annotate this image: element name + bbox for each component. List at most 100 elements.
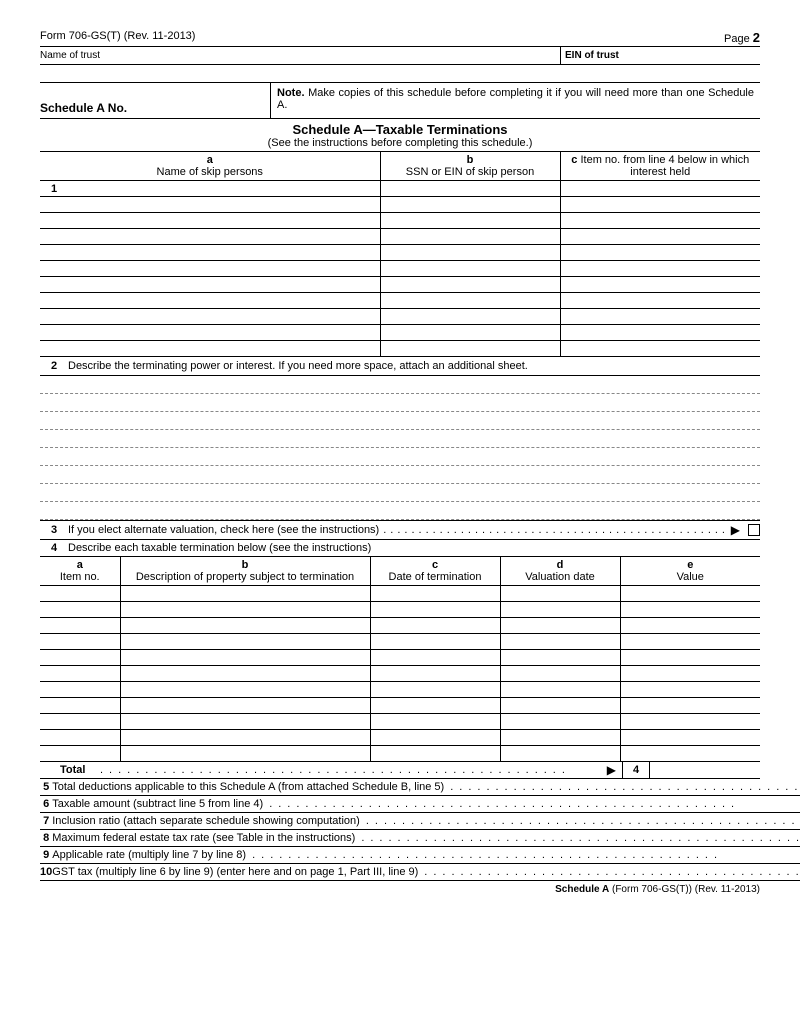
cell[interactable] <box>120 618 370 634</box>
cell[interactable] <box>560 341 760 357</box>
dashed-line[interactable] <box>40 412 760 430</box>
cell[interactable] <box>380 181 560 197</box>
cell[interactable] <box>380 197 560 213</box>
table-4-row[interactable] <box>40 634 760 650</box>
cell[interactable] <box>500 714 620 730</box>
table-4-row[interactable] <box>40 618 760 634</box>
cell[interactable] <box>40 666 120 682</box>
table-4-row[interactable] <box>40 746 760 762</box>
cell[interactable] <box>40 245 380 261</box>
cell[interactable] <box>620 698 760 714</box>
cell[interactable] <box>40 213 380 229</box>
cell[interactable] <box>380 261 560 277</box>
cell[interactable] <box>380 213 560 229</box>
cell[interactable] <box>40 730 120 746</box>
cell[interactable] <box>560 245 760 261</box>
cell[interactable] <box>380 245 560 261</box>
cell[interactable] <box>380 309 560 325</box>
cell[interactable] <box>370 698 500 714</box>
dashed-line[interactable] <box>40 502 760 520</box>
table-4-row[interactable] <box>40 730 760 746</box>
cell[interactable] <box>560 293 760 309</box>
cell[interactable] <box>620 634 760 650</box>
dashed-line[interactable] <box>40 430 760 448</box>
cell[interactable] <box>560 213 760 229</box>
cell[interactable] <box>500 650 620 666</box>
cell[interactable] <box>500 730 620 746</box>
cell[interactable] <box>500 746 620 762</box>
table-4-row[interactable] <box>40 650 760 666</box>
cell[interactable] <box>370 730 500 746</box>
cell[interactable] <box>40 197 380 213</box>
cell[interactable] <box>40 714 120 730</box>
cell[interactable] <box>120 602 370 618</box>
table-1-row[interactable] <box>40 229 760 245</box>
cell[interactable] <box>560 277 760 293</box>
cell[interactable] <box>560 309 760 325</box>
cell[interactable] <box>40 682 120 698</box>
cell[interactable] <box>370 586 500 602</box>
dashed-line[interactable] <box>40 448 760 466</box>
cell[interactable] <box>560 181 760 197</box>
cell[interactable] <box>370 746 500 762</box>
cell[interactable] <box>560 197 760 213</box>
table-1-row[interactable] <box>40 277 760 293</box>
cell[interactable] <box>120 682 370 698</box>
cell[interactable] <box>40 602 120 618</box>
cell[interactable] <box>370 634 500 650</box>
dashed-line[interactable] <box>40 394 760 412</box>
table-4-row[interactable] <box>40 586 760 602</box>
cell[interactable] <box>620 682 760 698</box>
table-1-row[interactable] <box>40 341 760 357</box>
cell[interactable] <box>40 277 380 293</box>
cell[interactable] <box>500 682 620 698</box>
cell[interactable] <box>380 229 560 245</box>
table-4-row[interactable] <box>40 602 760 618</box>
table-4-row[interactable] <box>40 714 760 730</box>
cell[interactable] <box>40 586 120 602</box>
cell[interactable] <box>380 325 560 341</box>
line-3-checkbox[interactable] <box>748 524 760 536</box>
cell[interactable] <box>500 634 620 650</box>
table-1-row[interactable] <box>40 293 760 309</box>
dashed-line[interactable] <box>40 484 760 502</box>
cell[interactable] <box>120 586 370 602</box>
cell[interactable] <box>40 341 380 357</box>
cell[interactable] <box>620 650 760 666</box>
cell[interactable] <box>620 730 760 746</box>
cell[interactable] <box>68 181 380 197</box>
line-2-writing-area[interactable] <box>40 376 760 520</box>
cell[interactable] <box>560 229 760 245</box>
cell[interactable] <box>40 229 380 245</box>
cell[interactable] <box>500 666 620 682</box>
table-1-row[interactable] <box>40 309 760 325</box>
cell[interactable] <box>500 586 620 602</box>
table-1-row[interactable] <box>40 325 760 341</box>
dashed-line[interactable] <box>40 376 760 394</box>
cell[interactable] <box>120 730 370 746</box>
cell[interactable] <box>560 261 760 277</box>
table-1-row[interactable] <box>40 261 760 277</box>
table-1-row[interactable]: 1 <box>40 181 760 197</box>
cell[interactable] <box>370 666 500 682</box>
table-4-row[interactable] <box>40 698 760 714</box>
cell[interactable] <box>380 277 560 293</box>
cell[interactable] <box>500 698 620 714</box>
cell[interactable] <box>40 325 380 341</box>
cell[interactable] <box>40 293 380 309</box>
cell[interactable] <box>40 746 120 762</box>
cell[interactable] <box>370 714 500 730</box>
cell[interactable] <box>370 618 500 634</box>
cell[interactable] <box>370 602 500 618</box>
cell[interactable] <box>620 714 760 730</box>
cell[interactable] <box>40 650 120 666</box>
table-1-row[interactable] <box>40 245 760 261</box>
identity-input-row[interactable] <box>40 65 760 83</box>
cell[interactable] <box>620 602 760 618</box>
cell[interactable] <box>380 341 560 357</box>
dashed-line[interactable] <box>40 466 760 484</box>
cell[interactable] <box>620 746 760 762</box>
cell[interactable] <box>380 293 560 309</box>
cell[interactable] <box>40 309 380 325</box>
cell[interactable] <box>120 666 370 682</box>
